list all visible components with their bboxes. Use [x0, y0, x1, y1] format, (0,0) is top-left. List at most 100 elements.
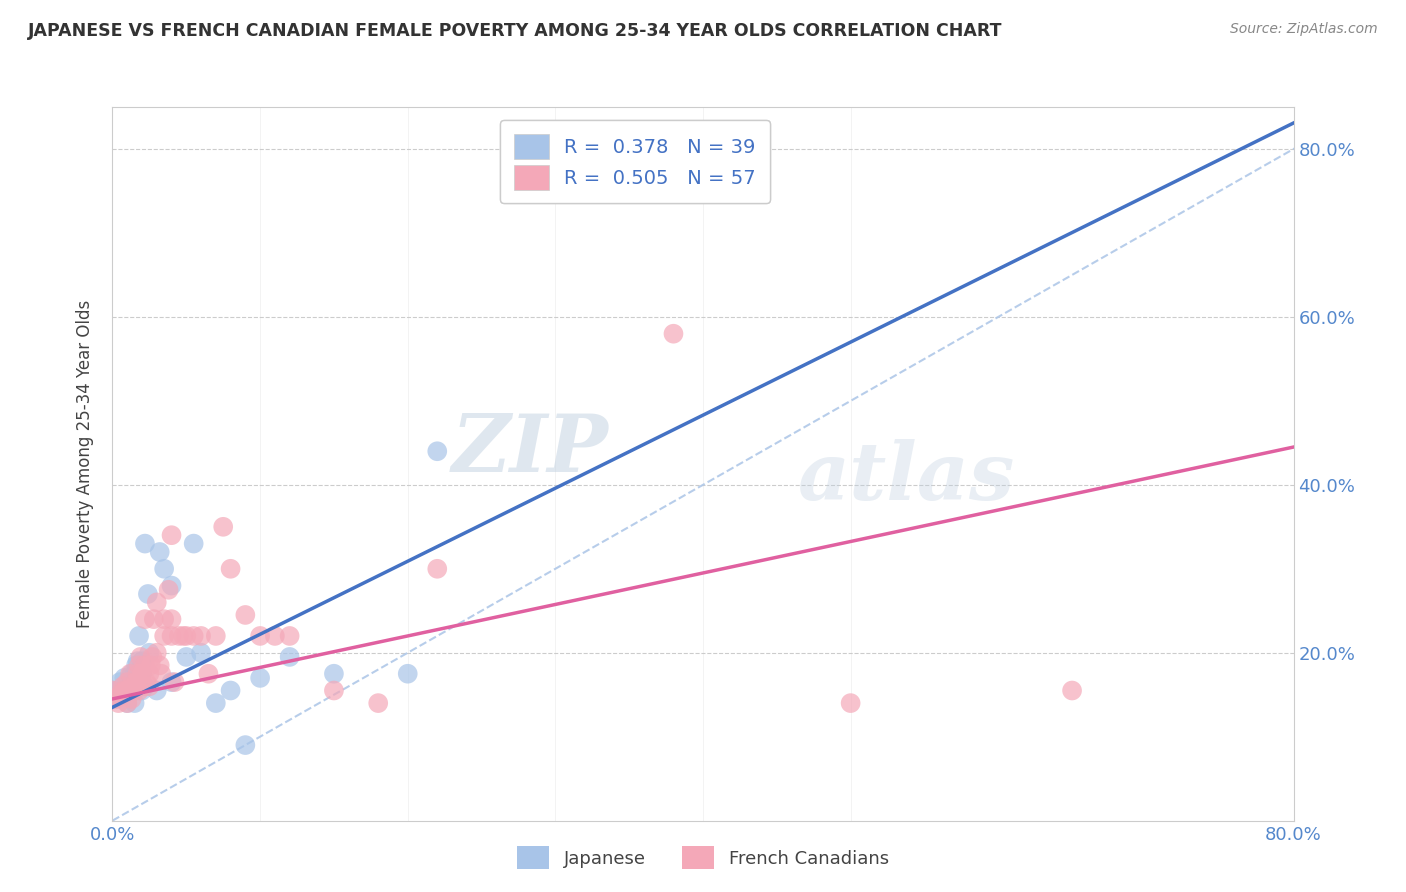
- Point: [219, 562, 242, 576]
- Point: [107, 696, 129, 710]
- Point: [124, 696, 146, 710]
- Point: [135, 675, 157, 690]
- Point: [149, 658, 172, 673]
- Point: [323, 683, 346, 698]
- Point: [128, 658, 150, 673]
- Point: [101, 683, 124, 698]
- Point: [160, 675, 183, 690]
- Point: [278, 629, 301, 643]
- Point: [153, 562, 176, 576]
- Y-axis label: Female Poverty Among 25-34 Year Olds: Female Poverty Among 25-34 Year Olds: [76, 300, 94, 628]
- Point: [141, 649, 163, 664]
- Point: [129, 649, 152, 664]
- Point: [190, 646, 212, 660]
- Text: Source: ZipAtlas.com: Source: ZipAtlas.com: [1230, 22, 1378, 37]
- Point: [426, 444, 449, 458]
- Point: [205, 696, 228, 710]
- Legend: Japanese, French Canadians: Japanese, French Canadians: [508, 838, 898, 879]
- Point: [124, 666, 146, 681]
- Point: [163, 675, 186, 690]
- Point: [127, 666, 149, 681]
- Point: [323, 666, 346, 681]
- Text: ZIP: ZIP: [451, 411, 609, 488]
- Point: [124, 679, 146, 693]
- Point: [219, 683, 242, 698]
- Point: [128, 629, 150, 643]
- Point: [278, 649, 301, 664]
- Point: [117, 683, 138, 698]
- Point: [131, 679, 153, 693]
- Point: [160, 578, 183, 592]
- Point: [233, 738, 256, 752]
- Point: [174, 649, 197, 664]
- Point: [134, 612, 156, 626]
- Point: [197, 666, 219, 681]
- Point: [120, 675, 142, 690]
- Point: [134, 536, 156, 550]
- Point: [112, 683, 135, 698]
- Point: [127, 654, 149, 668]
- Point: [125, 658, 148, 673]
- Point: [128, 679, 150, 693]
- Point: [1062, 683, 1084, 698]
- Point: [131, 683, 153, 698]
- Point: [160, 629, 183, 643]
- Point: [146, 595, 169, 609]
- Point: [367, 696, 389, 710]
- Point: [121, 692, 143, 706]
- Point: [426, 562, 449, 576]
- Point: [662, 326, 685, 341]
- Point: [104, 692, 127, 706]
- Point: [146, 646, 169, 660]
- Point: [183, 629, 205, 643]
- Point: [150, 666, 173, 681]
- Point: [172, 629, 194, 643]
- Point: [138, 646, 160, 660]
- Point: [149, 545, 172, 559]
- Point: [167, 629, 190, 643]
- Point: [111, 683, 134, 698]
- Point: [205, 629, 228, 643]
- Point: [128, 683, 150, 698]
- Point: [120, 666, 142, 681]
- Point: [117, 683, 138, 698]
- Point: [117, 696, 138, 710]
- Point: [105, 692, 128, 706]
- Point: [142, 612, 165, 626]
- Point: [146, 683, 169, 698]
- Point: [139, 658, 162, 673]
- Point: [212, 520, 235, 534]
- Point: [112, 671, 135, 685]
- Point: [157, 582, 180, 597]
- Point: [125, 675, 148, 690]
- Point: [134, 679, 156, 693]
- Point: [160, 612, 183, 626]
- Point: [264, 629, 287, 643]
- Point: [108, 688, 131, 702]
- Point: [249, 629, 271, 643]
- Point: [396, 666, 419, 681]
- Point: [108, 675, 131, 690]
- Point: [249, 671, 271, 685]
- Point: [124, 683, 146, 698]
- Point: [131, 654, 153, 668]
- Point: [174, 629, 197, 643]
- Point: [131, 666, 153, 681]
- Point: [138, 679, 160, 693]
- Point: [121, 666, 143, 681]
- Text: JAPANESE VS FRENCH CANADIAN FEMALE POVERTY AMONG 25-34 YEAR OLDS CORRELATION CHA: JAPANESE VS FRENCH CANADIAN FEMALE POVER…: [28, 22, 1002, 40]
- Point: [136, 587, 159, 601]
- Point: [117, 696, 138, 710]
- Point: [138, 666, 160, 681]
- Point: [117, 675, 138, 690]
- Point: [111, 679, 134, 693]
- Point: [160, 528, 183, 542]
- Point: [131, 666, 153, 681]
- Point: [153, 612, 176, 626]
- Point: [134, 658, 156, 673]
- Point: [153, 629, 176, 643]
- Point: [183, 536, 205, 550]
- Text: atlas: atlas: [797, 440, 1015, 516]
- Point: [233, 607, 256, 622]
- Point: [190, 629, 212, 643]
